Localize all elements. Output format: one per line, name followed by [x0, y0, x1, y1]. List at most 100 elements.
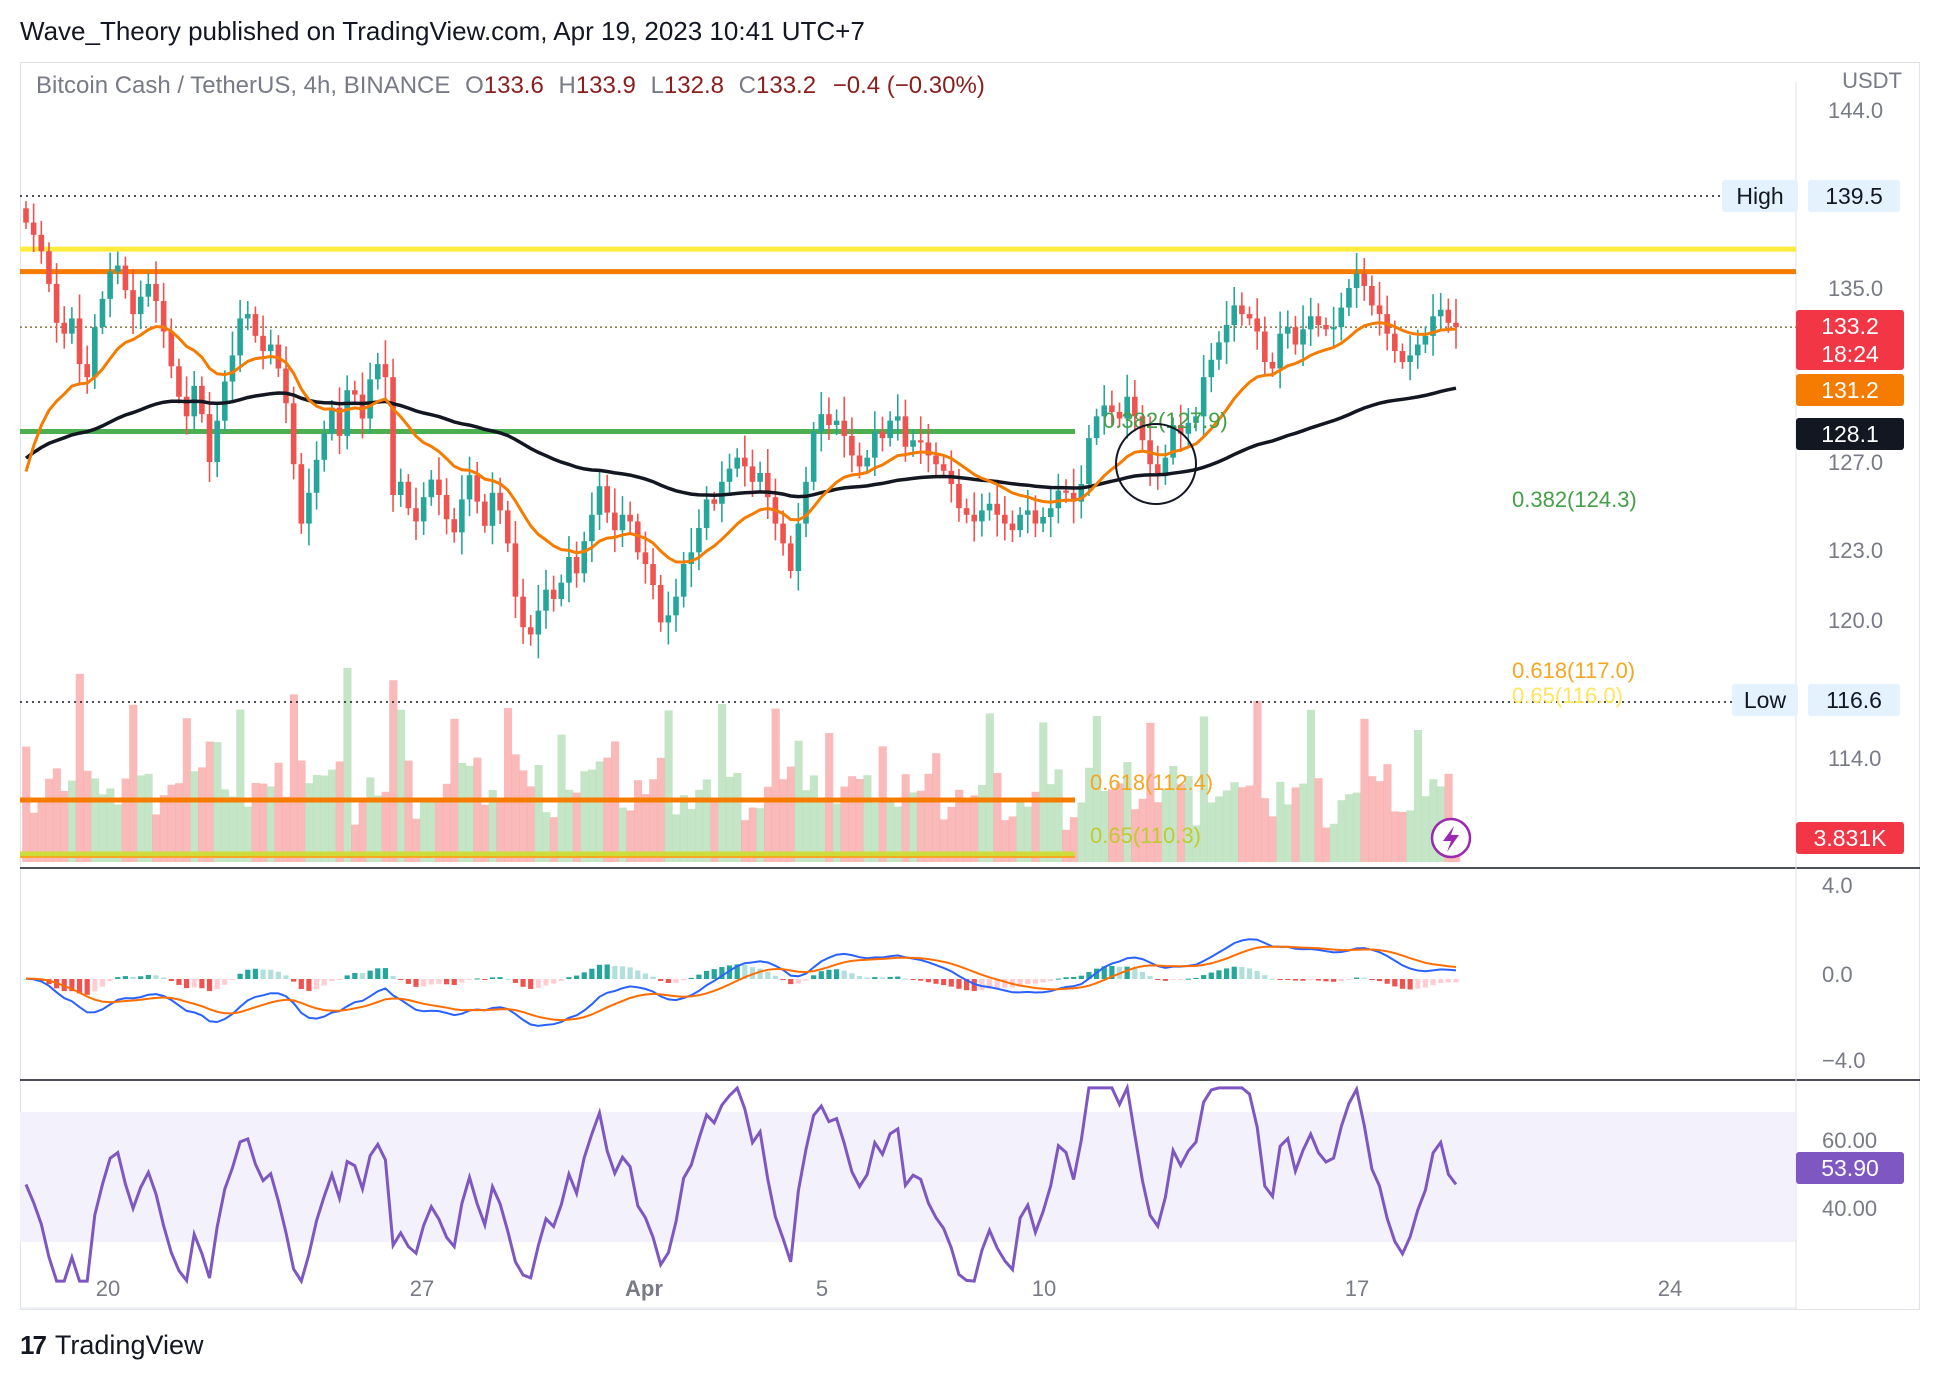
footer-brand-text: TradingView [54, 1330, 204, 1360]
volume-bar [289, 694, 298, 862]
candle [1002, 496, 1008, 541]
volume-bar [924, 773, 933, 862]
macd-histogram-bar [145, 974, 151, 979]
macd-histogram-bar [994, 979, 1000, 989]
candle [405, 474, 412, 516]
macd-histogram-bar [673, 979, 679, 983]
svg-text:53.90: 53.90 [1821, 1155, 1879, 1181]
candle [1200, 355, 1207, 437]
candle [459, 475, 465, 555]
macd-histogram-bar [1430, 979, 1436, 986]
macd-histogram-bar [375, 968, 381, 979]
volume-bar [221, 789, 230, 862]
volume-bar [1192, 825, 1201, 862]
candle [1231, 286, 1238, 342]
volume-bar [389, 680, 398, 862]
ema-200-badge: 128.1 [1796, 418, 1904, 450]
candle [474, 462, 480, 514]
macd-histogram-bar [558, 979, 564, 981]
ema-50-line [24, 321, 1457, 564]
volume-bar [626, 810, 635, 862]
open-value: 133.6 [483, 72, 544, 99]
volume-bar [427, 802, 436, 862]
macd-line [25, 938, 1457, 1027]
volume-bar [106, 788, 115, 862]
candle [719, 461, 725, 523]
volume-bar [679, 795, 688, 862]
volume-bar [1016, 801, 1025, 862]
candle [1269, 352, 1276, 377]
macd-histogram-bar [1376, 979, 1383, 982]
svg-text:18:24: 18:24 [1821, 341, 1879, 367]
candle [352, 380, 358, 404]
macd-histogram-bar [1239, 967, 1245, 979]
volume-bar [786, 766, 796, 862]
volume-bar [763, 786, 773, 862]
volume-bar [855, 779, 864, 862]
macd-histogram-bar [1185, 978, 1191, 980]
macd-histogram-bar [237, 973, 243, 979]
volume-bar [419, 801, 428, 862]
price-tick-label: 123.0 [1828, 538, 1883, 563]
macd-histogram-bar [780, 979, 786, 980]
candle [153, 261, 159, 323]
candle [489, 472, 496, 545]
symbol-title[interactable]: Bitcoin Cash / TetherUS, 4h, BINANCE [36, 72, 451, 99]
candle [673, 578, 679, 632]
candles [23, 201, 1459, 659]
volume-bar [1054, 769, 1063, 862]
volume-bar [312, 775, 321, 862]
candle [856, 442, 863, 479]
currency-label[interactable]: USDT [1842, 68, 1902, 93]
candle [38, 220, 45, 264]
macd-histogram-bar [191, 979, 197, 988]
macd-histogram-bar [283, 975, 289, 979]
macd-histogram-bar [1147, 976, 1153, 979]
macd-histogram-bar [321, 979, 327, 986]
macd-histogram-bar [1254, 970, 1260, 979]
macd-histogram-bar [229, 979, 236, 980]
svg-text:128.1: 128.1 [1821, 421, 1879, 447]
candle [864, 450, 870, 474]
candle [267, 329, 274, 365]
macd-histogram-bar [313, 979, 320, 990]
macd-histogram-bar [1048, 979, 1054, 981]
volume-bar [335, 761, 344, 862]
volume-bar [458, 763, 467, 862]
lightning-icon[interactable] [1430, 817, 1472, 859]
volume-bar [75, 673, 84, 862]
candle [390, 358, 396, 512]
candle [589, 492, 595, 563]
volume-bar [1283, 804, 1293, 862]
macd-histogram-bar [849, 973, 855, 979]
macd-histogram-bar [512, 979, 519, 983]
volume-bar [687, 809, 696, 862]
candle [780, 510, 786, 556]
macd-histogram-bar [474, 978, 480, 980]
candle [145, 273, 152, 307]
macd-histogram-bar [1201, 975, 1207, 979]
volume-bar [947, 806, 956, 862]
macd-histogram-bar [1002, 979, 1008, 988]
volume-bar [802, 790, 811, 862]
footer-brand[interactable]: 17 TradingView [20, 1330, 204, 1361]
pane-tick-label: 40.00 [1822, 1196, 1877, 1221]
candle [581, 531, 588, 583]
svg-text:131.2: 131.2 [1821, 377, 1879, 403]
macd-histogram-bar [183, 979, 190, 989]
macd-histogram-bar [1017, 979, 1023, 986]
volume-bar [909, 792, 918, 862]
volume-bar [1299, 783, 1308, 862]
macd-histogram-bar [390, 975, 396, 979]
macd-histogram-bar [596, 964, 603, 979]
candle [612, 488, 618, 553]
candle [1093, 408, 1100, 445]
macd-histogram-bar [788, 979, 794, 985]
candle [795, 503, 802, 591]
macd-histogram-bar [99, 979, 106, 987]
volume-bar [320, 775, 329, 862]
macd-histogram-bar [1415, 979, 1421, 989]
candle [1445, 298, 1452, 333]
volume-bar [1161, 789, 1170, 862]
